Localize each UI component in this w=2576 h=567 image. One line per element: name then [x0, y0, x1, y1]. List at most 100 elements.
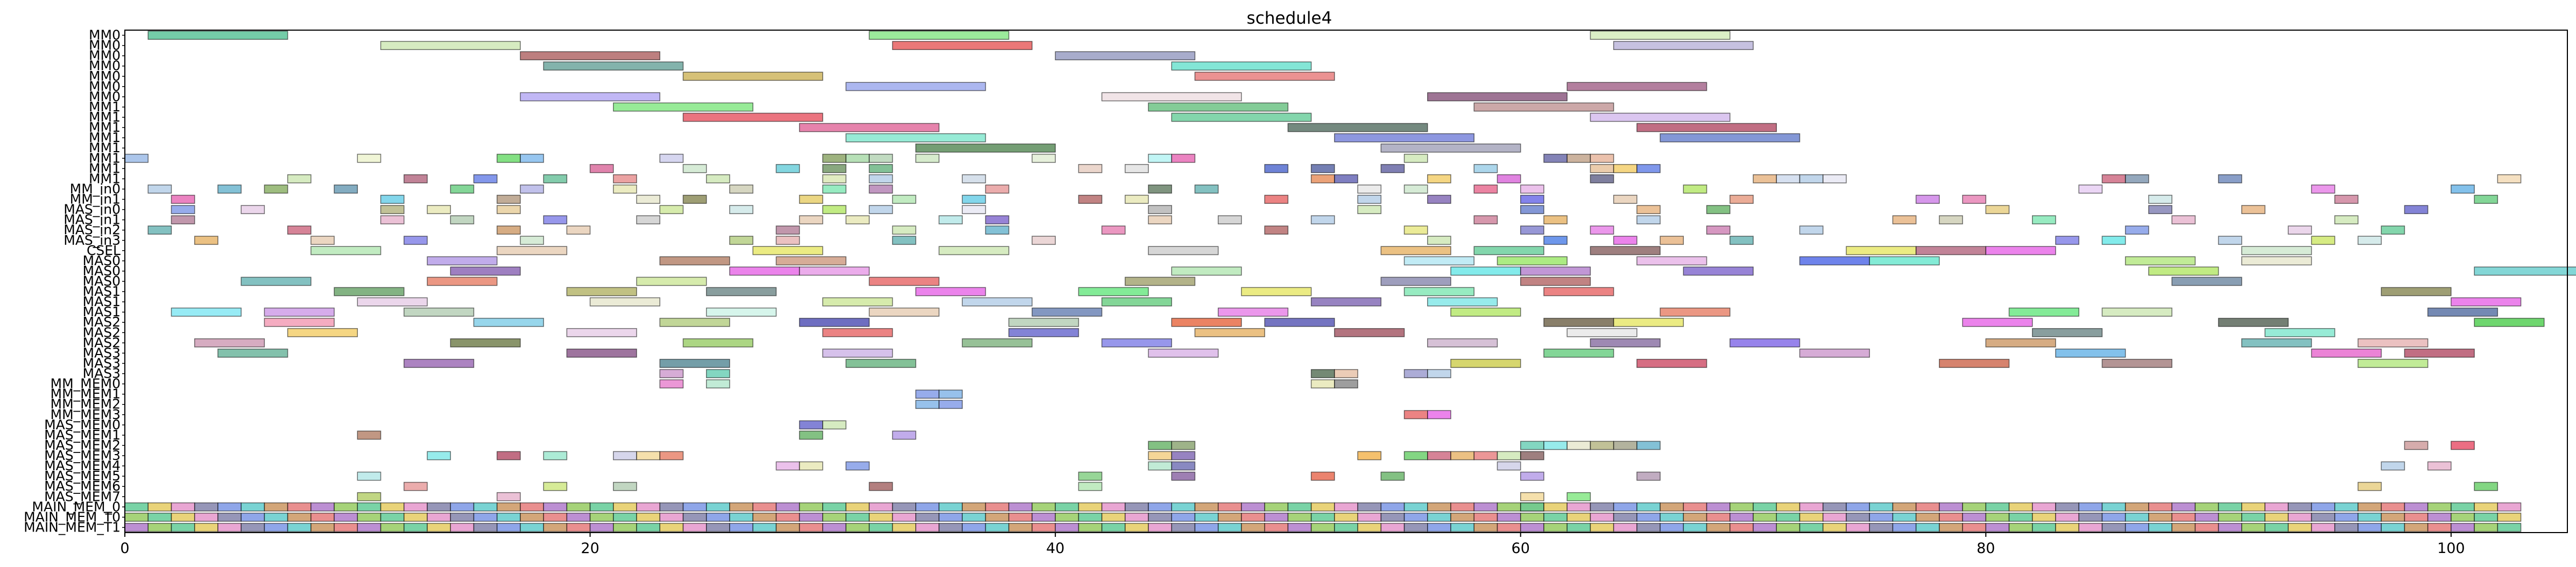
task-bar — [357, 523, 382, 532]
task-bar — [2125, 256, 2196, 266]
task-bar — [1078, 513, 1103, 522]
task-bar — [752, 502, 777, 512]
task-bar — [775, 225, 800, 235]
task-bar — [2171, 523, 2196, 532]
task-bar — [915, 523, 940, 532]
task-bar — [659, 256, 730, 266]
task-bar — [1055, 51, 1196, 61]
x-tick-label: 60 — [1512, 540, 1530, 557]
task-bar — [1125, 277, 1196, 286]
task-bar — [752, 513, 777, 522]
task-bar — [264, 502, 288, 512]
task-bar — [241, 502, 265, 512]
task-bar — [2148, 205, 2172, 214]
task-bar — [520, 513, 544, 522]
task-bar — [1148, 153, 1173, 163]
task-bar — [1427, 369, 1451, 378]
task-bar — [2381, 287, 2452, 296]
task-bar — [659, 513, 684, 522]
task-bar — [1520, 266, 1591, 276]
task-bar — [613, 481, 637, 491]
task-bar — [2381, 461, 2405, 471]
task-bar — [1613, 41, 1754, 50]
task-bar — [2474, 317, 2545, 327]
task-bar — [2451, 523, 2475, 532]
task-bar — [799, 523, 823, 532]
task-bar — [1032, 153, 1056, 163]
task-bar — [2148, 502, 2172, 512]
task-bar — [543, 502, 568, 512]
task-bar — [1427, 410, 1451, 420]
task-bar — [1403, 185, 1428, 194]
task-bar — [1194, 513, 1219, 522]
task-bar — [1357, 205, 1382, 214]
task-bar — [1101, 513, 1126, 522]
task-bar — [2334, 523, 2359, 532]
task-bar — [1334, 379, 1358, 388]
task-bar — [1590, 246, 1661, 256]
task-bar — [1171, 471, 1196, 481]
task-bar — [1334, 174, 1358, 183]
row-label: MAS1 — [83, 304, 121, 320]
task-bar — [636, 513, 661, 522]
task-bar — [1660, 307, 1731, 317]
task-bar — [1078, 195, 1103, 204]
task-bar — [938, 502, 963, 512]
task-bar — [1310, 164, 1335, 173]
task-bar — [1264, 225, 1289, 235]
task-bar — [1125, 523, 1149, 532]
task-bar — [799, 420, 823, 430]
task-bar — [822, 349, 893, 358]
task-bar — [938, 523, 963, 532]
task-bar — [2008, 307, 2079, 317]
task-bar — [264, 307, 335, 317]
task-bar — [2264, 513, 2289, 522]
task-bar — [1543, 317, 1614, 327]
task-bar — [1217, 215, 1242, 225]
task-bar — [496, 246, 568, 256]
task-bar — [2381, 513, 2405, 522]
task-bar — [427, 451, 451, 460]
task-bar — [2148, 195, 2172, 204]
task-bar — [1730, 236, 1754, 245]
task-bar — [2078, 523, 2103, 532]
task-bar — [915, 513, 940, 522]
task-bar — [659, 153, 684, 163]
task-bar — [1590, 31, 1731, 40]
task-bar — [403, 174, 428, 183]
task-bar — [2171, 277, 2242, 286]
task-bar — [1497, 256, 1568, 266]
task-bar — [1380, 471, 1405, 481]
task-bar — [705, 513, 730, 522]
task-bar — [2125, 513, 2149, 522]
task-bar — [2264, 328, 2335, 337]
task-bar — [636, 215, 661, 225]
task-bar — [1613, 441, 1638, 450]
task-bar — [1520, 471, 1544, 481]
row-label: MAS3 — [83, 345, 121, 360]
task-bar — [915, 143, 1056, 153]
row-label: MM0 — [89, 68, 121, 84]
task-bar — [1171, 317, 1242, 327]
task-bar — [1194, 72, 1335, 81]
task-bar — [2358, 481, 2382, 491]
task-bar — [1078, 471, 1103, 481]
task-bar — [2311, 502, 2335, 512]
task-bar — [1473, 502, 1498, 512]
task-bar — [1566, 513, 1591, 522]
task-bar — [613, 174, 637, 183]
task-bar — [1148, 502, 1173, 512]
task-bar — [2241, 205, 2266, 214]
row-label: MM_in1 — [70, 192, 121, 207]
task-bar — [1148, 461, 1173, 471]
task-bar — [543, 523, 568, 532]
task-bar — [729, 513, 753, 522]
task-bar — [2055, 513, 2079, 522]
task-bar — [1636, 471, 1661, 481]
x-tick-label: 40 — [1046, 540, 1064, 557]
task-bar — [1497, 523, 1521, 532]
task-bar — [357, 471, 382, 481]
task-bar — [1566, 82, 1707, 91]
row-label: MM_MEM3 — [51, 407, 121, 422]
task-bar — [822, 205, 846, 214]
